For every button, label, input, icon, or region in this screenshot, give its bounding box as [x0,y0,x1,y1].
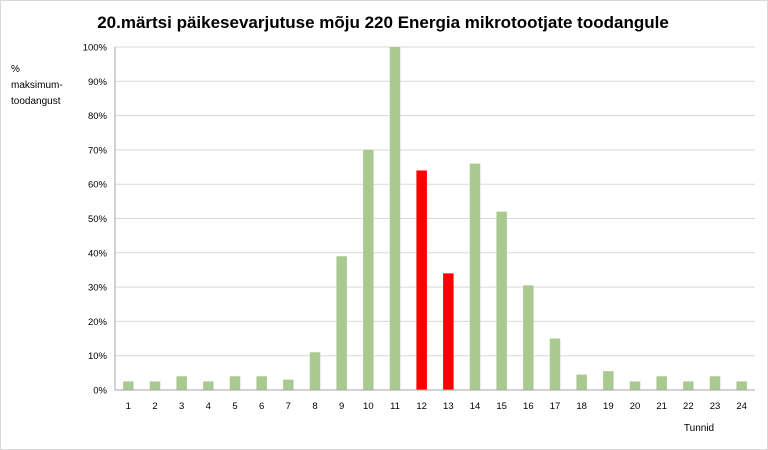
chart-title: 20.märtsi päikesevarjutuse mõju 220 Ener… [97,13,669,32]
bar-21 [656,376,667,390]
bar-15 [496,211,507,390]
x-tick-label: 15 [496,401,507,412]
x-tick-label: 2 [152,401,157,412]
gridlines [115,46,755,357]
bar-6 [256,376,267,390]
x-tick-label: 13 [443,401,454,412]
bar-22 [683,381,694,390]
x-tick-label: 19 [603,401,614,412]
x-tick-label: 16 [523,401,534,412]
x-tick-label: 11 [390,401,400,412]
x-tick-label: 17 [550,401,561,412]
x-tick-label: 8 [312,401,317,412]
x-tick-label: 12 [416,401,427,412]
x-axis-label: Tunnid [684,423,714,434]
y-tick-label: 100% [83,43,108,54]
y-tick-label: 40% [88,248,108,259]
y-tick-label: 30% [88,283,108,294]
y-tick-label: 60% [88,180,108,191]
bar-19 [603,371,614,390]
y-tick-label: 10% [88,351,108,362]
x-tick-label: 7 [286,401,291,412]
x-tick-label: 1 [126,401,131,412]
x-tick-label: 5 [232,401,237,412]
bar-23 [709,376,721,390]
bar-7 [283,379,294,390]
bar-12 [416,170,427,390]
bar-5 [229,376,241,390]
bar-4 [203,381,214,390]
bar-11 [389,47,401,390]
bar-10 [363,149,374,390]
x-tick-label: 3 [179,401,184,412]
x-tick-label: 20 [630,401,641,412]
y-tick-label: 90% [88,77,108,88]
y-axis-ticks: 0% 10% 20% 30% 40% 50% 60% 70% 80% 90% 100% [83,43,108,397]
y-tick-label: 20% [88,317,108,328]
bars [123,47,747,390]
x-tick-label: 23 [710,401,721,412]
x-tick-label: 14 [470,401,481,412]
y-axis-label-line-1: % [11,64,20,75]
x-tick-label: 4 [206,401,211,412]
x-tick-label: 18 [576,401,587,412]
y-tick-label: 80% [88,111,108,122]
bar-16 [523,285,534,390]
bar-1 [123,381,134,390]
y-axis-label-line-2: maksimum- [11,80,63,91]
x-tick-label: 21 [656,401,667,412]
bar-2 [149,381,161,390]
bar-3 [176,376,187,390]
bar-20 [629,381,641,390]
bar-18 [576,374,587,390]
x-tick-label: 6 [259,401,264,412]
bar-24 [736,381,747,390]
y-tick-label: 50% [88,214,108,225]
y-tick-label: 70% [88,145,108,156]
bar-9 [336,256,347,390]
bar-17 [549,338,561,390]
bar-8 [309,352,321,390]
bar-13 [443,273,454,390]
y-tick-label: 0% [93,386,107,397]
x-tick-label: 22 [683,401,694,412]
x-tick-label: 24 [736,401,747,412]
bar-14 [469,163,481,390]
y-axis-label-line-3: toodangust [11,96,61,107]
x-axis: 1 2 3 4 5 6 7 8 9 10 11 12 13 14 15 16 17 18 19 20 21 22 23 24 [114,47,755,412]
x-tick-label: 10 [363,401,374,412]
x-tick-label: 9 [339,401,344,412]
